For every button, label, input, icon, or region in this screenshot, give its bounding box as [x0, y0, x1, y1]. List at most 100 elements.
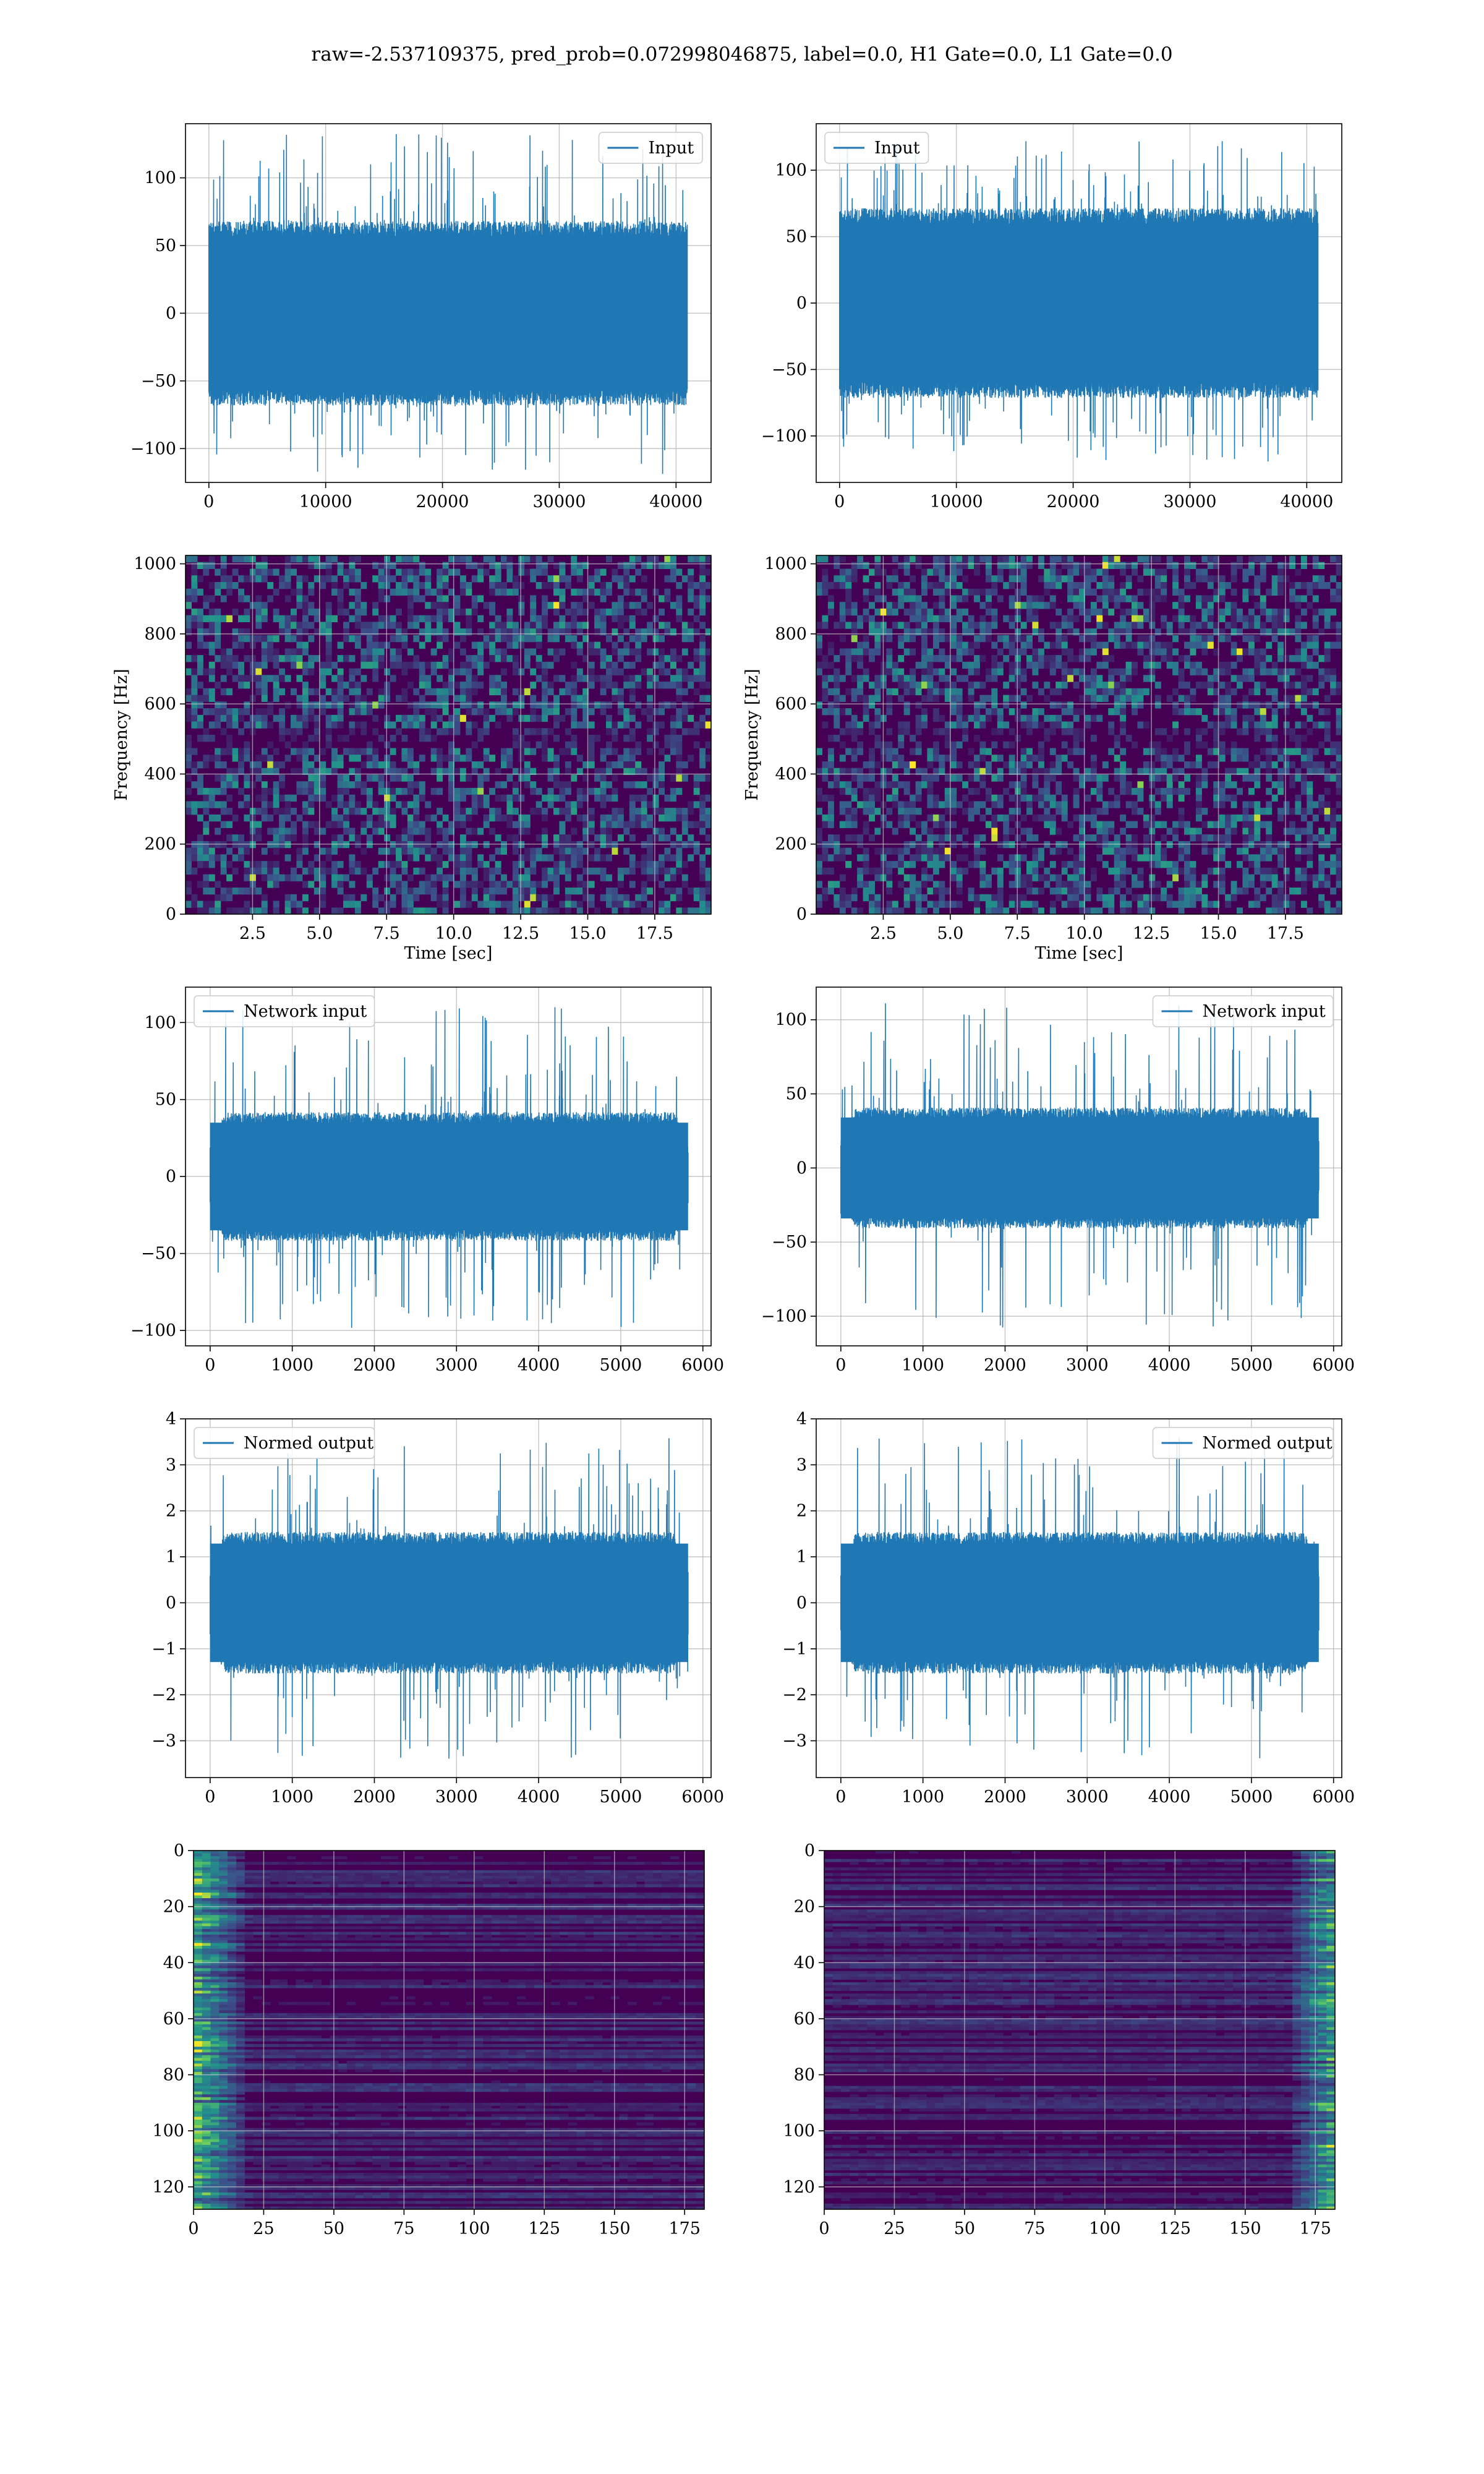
heatmap-cell: [1003, 701, 1010, 709]
heatmap-cell: [284, 648, 291, 656]
heatmap-cell: [1207, 847, 1214, 855]
heatmap-cell: [1003, 821, 1010, 828]
heatmap-cell: [191, 768, 198, 775]
heatmap-cell: [559, 688, 566, 696]
x-tick-label: 10.0: [435, 924, 472, 943]
heatmap-cell: [208, 582, 215, 589]
heatmap-cell: [932, 622, 939, 629]
heatmap-cell: [939, 675, 945, 682]
heatmap-cell: [186, 735, 192, 742]
heatmap-cell: [279, 655, 286, 662]
heatmap-cell: [1195, 622, 1202, 629]
heatmap-cell: [629, 801, 636, 808]
heatmap-cell: [208, 675, 215, 682]
heatmap-cell: [629, 854, 636, 862]
heatmap-cell: [279, 582, 286, 589]
heatmap-cell: [442, 582, 449, 589]
heatmap-cell: [588, 668, 595, 675]
heatmap-cell: [927, 695, 934, 702]
heatmap-cell: [267, 801, 274, 808]
heatmap-cell: [302, 801, 309, 808]
heatmap-cell: [244, 675, 250, 682]
heatmap-cell: [1096, 787, 1103, 795]
heatmap-cell: [576, 901, 583, 908]
heatmap-cell: [1061, 755, 1068, 762]
heatmap-cell: [489, 582, 496, 589]
heatmap-cell: [261, 682, 268, 689]
heatmap-cell: [1085, 648, 1091, 656]
heatmap-cell: [302, 682, 309, 689]
heatmap-cell: [1213, 801, 1220, 808]
heatmap-cell: [384, 901, 391, 908]
heatmap-cell: [939, 655, 945, 662]
heatmap-cell: [1073, 881, 1080, 888]
heatmap-cell: [647, 735, 654, 742]
heatmap-cell: [1172, 768, 1179, 775]
heatmap-cell: [390, 655, 396, 662]
heatmap-cell: [255, 595, 262, 602]
heatmap-cell: [1090, 787, 1097, 795]
heatmap-cell: [974, 901, 980, 908]
heatmap-cell: [1090, 735, 1097, 742]
heatmap-cell: [903, 901, 910, 908]
heatmap-cell: [437, 768, 443, 775]
heatmap-cell: [705, 555, 711, 563]
heatmap-cell: [979, 867, 986, 875]
heatmap-cell: [232, 814, 239, 822]
heatmap-cell: [635, 568, 642, 576]
heatmap-cell: [1085, 675, 1091, 682]
heatmap-cell: [302, 755, 309, 762]
heatmap-cell: [559, 794, 566, 802]
heatmap-cell: [950, 867, 957, 875]
heatmap-cell: [489, 874, 496, 881]
heatmap-cell: [372, 821, 379, 828]
heatmap-cell: [699, 861, 706, 868]
heatmap-cell: [1154, 575, 1161, 583]
heatmap-cell: [699, 794, 706, 802]
heatmap-cell: [1073, 708, 1080, 716]
heatmap-cell: [1219, 615, 1226, 622]
heatmap-cell: [1102, 841, 1109, 849]
heatmap-cell: [681, 761, 688, 769]
heatmap-cell: [565, 867, 571, 875]
heatmap-cell: [313, 755, 320, 762]
heatmap-cell: [1096, 622, 1103, 629]
heatmap-cell: [1230, 602, 1237, 609]
heatmap-cell: [1225, 682, 1232, 689]
heatmap-cell: [1143, 907, 1149, 914]
heatmap-cell: [985, 768, 992, 775]
heatmap-cell: [1132, 881, 1138, 888]
heatmap-cell: [471, 595, 478, 602]
heatmap-cell: [1260, 682, 1266, 689]
heatmap-cell: [320, 668, 326, 675]
heatmap-cell: [384, 568, 391, 576]
heatmap-cell: [413, 661, 420, 669]
heatmap-cell: [915, 854, 922, 862]
heatmap-cell: [565, 708, 571, 716]
heatmap-cell: [1137, 615, 1144, 622]
heatmap-cell: [1032, 708, 1039, 716]
heatmap-cell: [279, 628, 286, 636]
heatmap-cell: [1090, 695, 1097, 702]
heatmap-cell: [1032, 628, 1039, 636]
heatmap-cell: [932, 635, 939, 643]
heatmap-cell: [390, 867, 396, 875]
heatmap-cell: [1213, 748, 1220, 755]
heatmap-cell: [1108, 562, 1115, 569]
heatmap-cell: [892, 748, 898, 755]
heatmap-cell: [1067, 675, 1074, 682]
heatmap-cell: [501, 582, 507, 589]
heatmap-cell: [1073, 874, 1080, 881]
heatmap-cell: [892, 622, 898, 629]
heatmap-cell: [600, 854, 607, 862]
heatmap-cell: [279, 808, 286, 815]
heatmap-cell: [874, 608, 881, 616]
heatmap-cell: [1090, 688, 1097, 696]
heatmap-cell: [524, 688, 531, 696]
heatmap-cell: [501, 588, 507, 596]
heatmap-cell: [1190, 881, 1196, 888]
heatmap-cell: [506, 588, 513, 596]
heatmap-cell: [565, 635, 571, 643]
heatmap-cell: [647, 675, 654, 682]
heatmap-cell: [1260, 562, 1266, 569]
